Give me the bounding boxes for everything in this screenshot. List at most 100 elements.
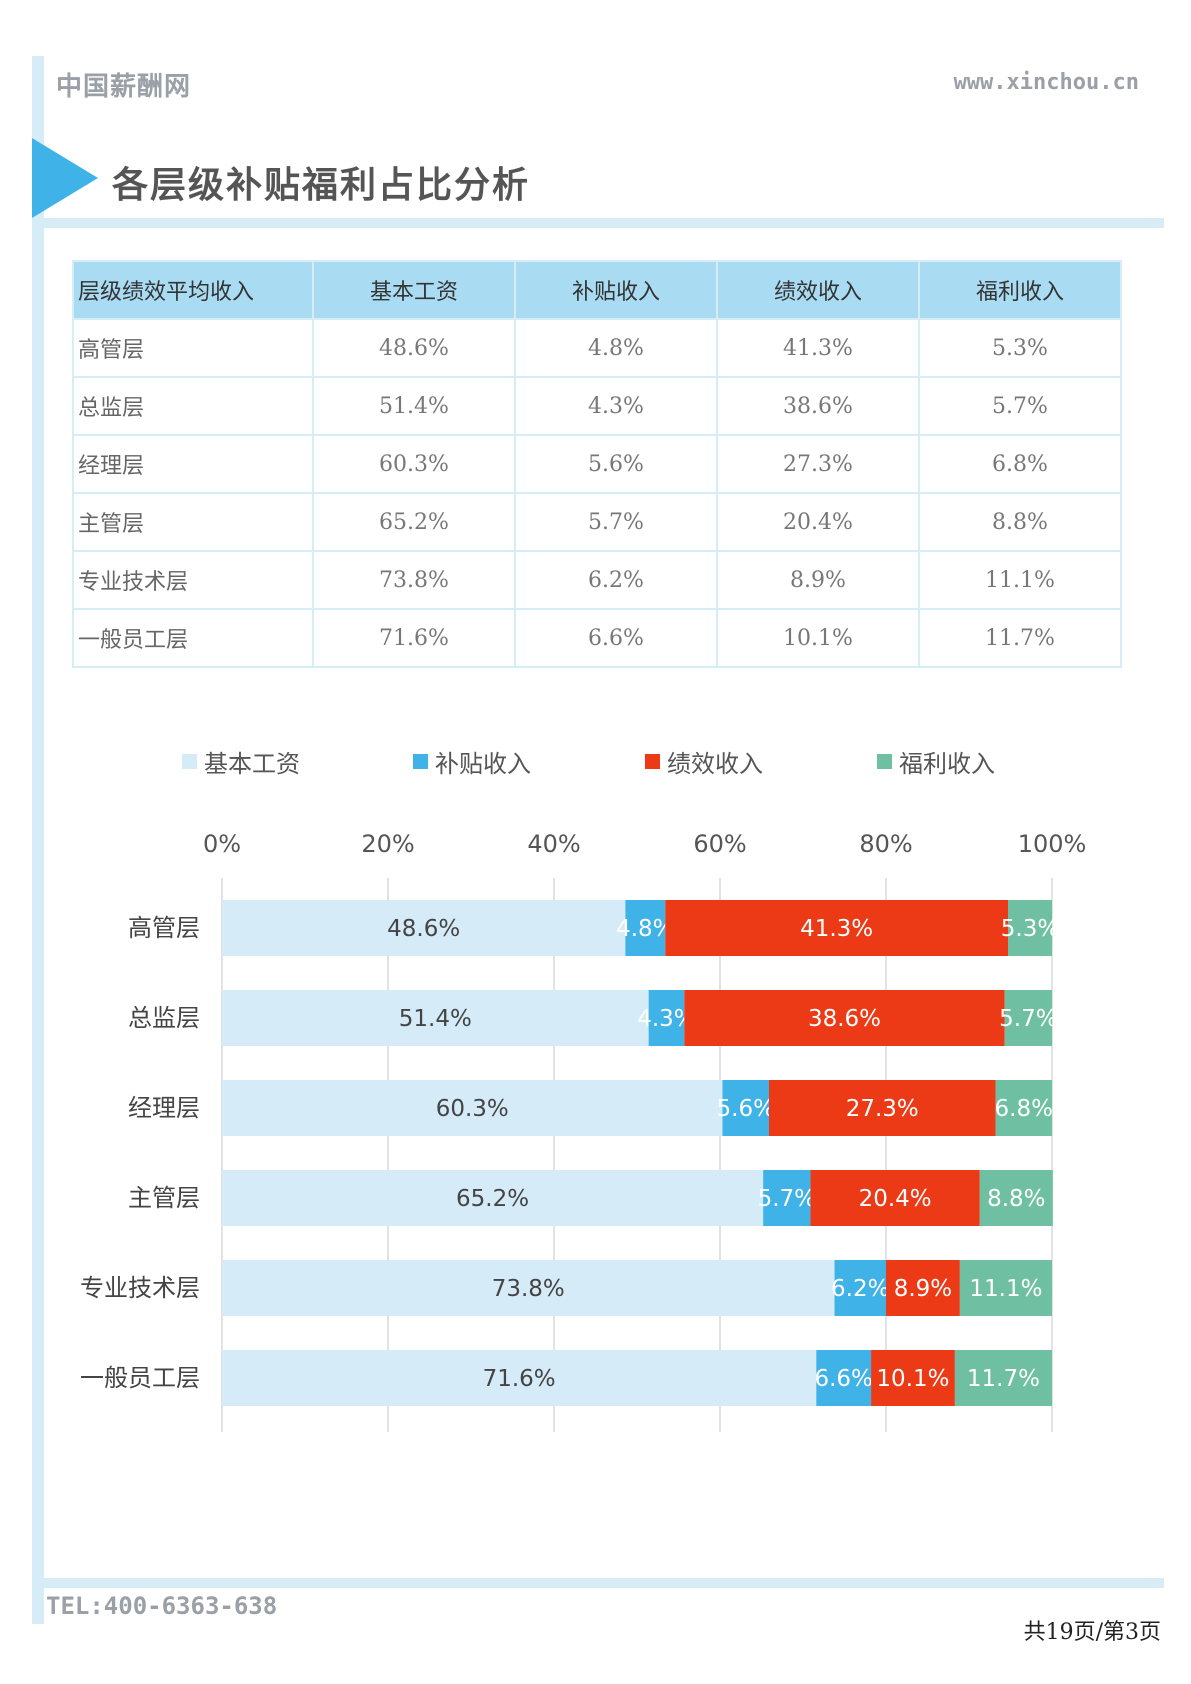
- bar-segment: [810, 1170, 980, 1226]
- table-header-cell: 层级绩效平均收入: [72, 260, 314, 320]
- table-header-cell: 基本工资: [312, 260, 516, 320]
- table-cell: 5.6%: [514, 434, 718, 494]
- table-cell: 60.3%: [312, 434, 516, 494]
- legend-swatch-icon: [182, 754, 197, 769]
- bar-segment: [763, 1170, 811, 1226]
- x-tick-label: 40%: [527, 830, 580, 858]
- data-label: 10.1%: [876, 1366, 949, 1392]
- table-cell: 11.7%: [918, 608, 1122, 668]
- data-label: 60.3%: [436, 1096, 509, 1122]
- table-cell: 65.2%: [312, 492, 516, 552]
- data-label: 6.2%: [831, 1276, 889, 1302]
- data-label: 5.7%: [999, 1006, 1057, 1032]
- site-url[interactable]: www.xinchou.cn: [953, 70, 1139, 95]
- legend-label: 绩效收入: [667, 750, 763, 778]
- legend-item[interactable]: 补贴收入: [413, 744, 531, 779]
- data-label: 20.4%: [859, 1186, 932, 1212]
- bar-segment: [768, 1080, 996, 1136]
- bar-segment: [834, 1260, 886, 1316]
- data-label: 71.6%: [483, 1366, 556, 1392]
- table-cell: 4.3%: [514, 376, 718, 436]
- table-row: 经理层 60.3% 5.6% 27.3% 6.8%: [72, 434, 1122, 494]
- category-label: 主管层: [128, 1184, 200, 1212]
- x-tick-label: 0%: [203, 830, 241, 858]
- data-label: 38.6%: [808, 1006, 881, 1032]
- bar-segment: [222, 1260, 835, 1316]
- data-label: 5.7%: [758, 1186, 816, 1212]
- table-cell: 6.2%: [514, 550, 718, 610]
- legend-swatch-icon: [877, 754, 892, 769]
- legend-label: 补贴收入: [435, 750, 531, 778]
- category-label: 总监层: [128, 1004, 200, 1032]
- data-label: 27.3%: [846, 1096, 919, 1122]
- data-label: 65.2%: [456, 1186, 529, 1212]
- data-label: 6.6%: [814, 1366, 872, 1392]
- title-arrow-icon: [32, 138, 98, 218]
- bar-segment: [625, 900, 666, 956]
- category-label: 经理层: [128, 1094, 200, 1122]
- legend-label: 基本工资: [204, 750, 300, 778]
- table-row: 主管层 65.2% 5.7% 20.4% 8.8%: [72, 492, 1122, 552]
- table-cell: 51.4%: [312, 376, 516, 436]
- income-share-table: 层级绩效平均收入 基本工资 补贴收入 绩效收入 福利收入 高管层 48.6% 4…: [72, 260, 1122, 668]
- table-cell: 主管层: [72, 492, 314, 552]
- data-label: 6.8%: [995, 1096, 1053, 1122]
- category-label: 专业技术层: [80, 1274, 200, 1302]
- bar-segment: [886, 1260, 960, 1316]
- bar-segment: [995, 1080, 1052, 1136]
- table-cell: 经理层: [72, 434, 314, 494]
- legend-item[interactable]: 绩效收入: [645, 744, 763, 779]
- bar-segment: [222, 1170, 764, 1226]
- x-tick-label: 80%: [859, 830, 912, 858]
- bar-segment: [222, 990, 649, 1046]
- category-label: 一般员工层: [80, 1364, 200, 1392]
- legend-label: 福利收入: [899, 750, 995, 778]
- table-cell: 8.8%: [918, 492, 1122, 552]
- legend-item[interactable]: 福利收入: [877, 744, 995, 779]
- table-header-row: 层级绩效平均收入 基本工资 补贴收入 绩效收入 福利收入: [72, 260, 1122, 320]
- data-label: 11.1%: [969, 1276, 1042, 1302]
- data-label: 73.8%: [492, 1276, 565, 1302]
- page-indicator: 共19页/第3页: [1023, 1620, 1161, 1645]
- bar-segment: [1008, 900, 1052, 956]
- table-cell: 6.6%: [514, 608, 718, 668]
- table-cell: 20.4%: [716, 492, 920, 552]
- data-label: 8.9%: [894, 1276, 952, 1302]
- table-cell: 总监层: [72, 376, 314, 436]
- brand-name: 中国薪酬网: [56, 72, 192, 102]
- bar-segment: [979, 1170, 1053, 1226]
- table-cell: 27.3%: [716, 434, 920, 494]
- table-cell: 专业技术层: [72, 550, 314, 610]
- bar-segment: [722, 1080, 769, 1136]
- bar-segment: [222, 900, 626, 956]
- x-tick-label: 20%: [361, 830, 414, 858]
- data-label: 5.6%: [717, 1096, 775, 1122]
- x-tick-label: 60%: [693, 830, 746, 858]
- table-cell: 8.9%: [716, 550, 920, 610]
- chart-legend: 基本工资 补贴收入 绩效收入 福利收入: [0, 744, 1191, 784]
- legend-swatch-icon: [413, 754, 428, 769]
- bar-segment: [959, 1260, 1052, 1316]
- table-cell: 38.6%: [716, 376, 920, 436]
- table-header-cell: 福利收入: [918, 260, 1122, 320]
- bar-segment: [954, 1350, 1052, 1406]
- table-cell: 48.6%: [312, 318, 516, 378]
- data-label: 51.4%: [399, 1006, 472, 1032]
- bar-segment: [1004, 990, 1052, 1046]
- table-cell: 6.8%: [918, 434, 1122, 494]
- table-row: 一般员工层 71.6% 6.6% 10.1% 11.7%: [72, 608, 1122, 668]
- table-cell: 一般员工层: [72, 608, 314, 668]
- table-header-cell: 绩效收入: [716, 260, 920, 320]
- page-title: 各层级补贴福利占比分析: [112, 165, 531, 206]
- category-label: 高管层: [128, 914, 200, 942]
- table-cell: 11.1%: [918, 550, 1122, 610]
- footer-divider: [32, 1578, 1164, 1588]
- bar-segment: [816, 1350, 872, 1406]
- table-cell: 4.8%: [514, 318, 718, 378]
- data-label: 41.3%: [800, 916, 873, 942]
- legend-item[interactable]: 基本工资: [182, 744, 300, 779]
- contact-phone: TEL:400-6363-638: [46, 1592, 278, 1620]
- bar-segment: [222, 1080, 723, 1136]
- legend-swatch-icon: [645, 754, 660, 769]
